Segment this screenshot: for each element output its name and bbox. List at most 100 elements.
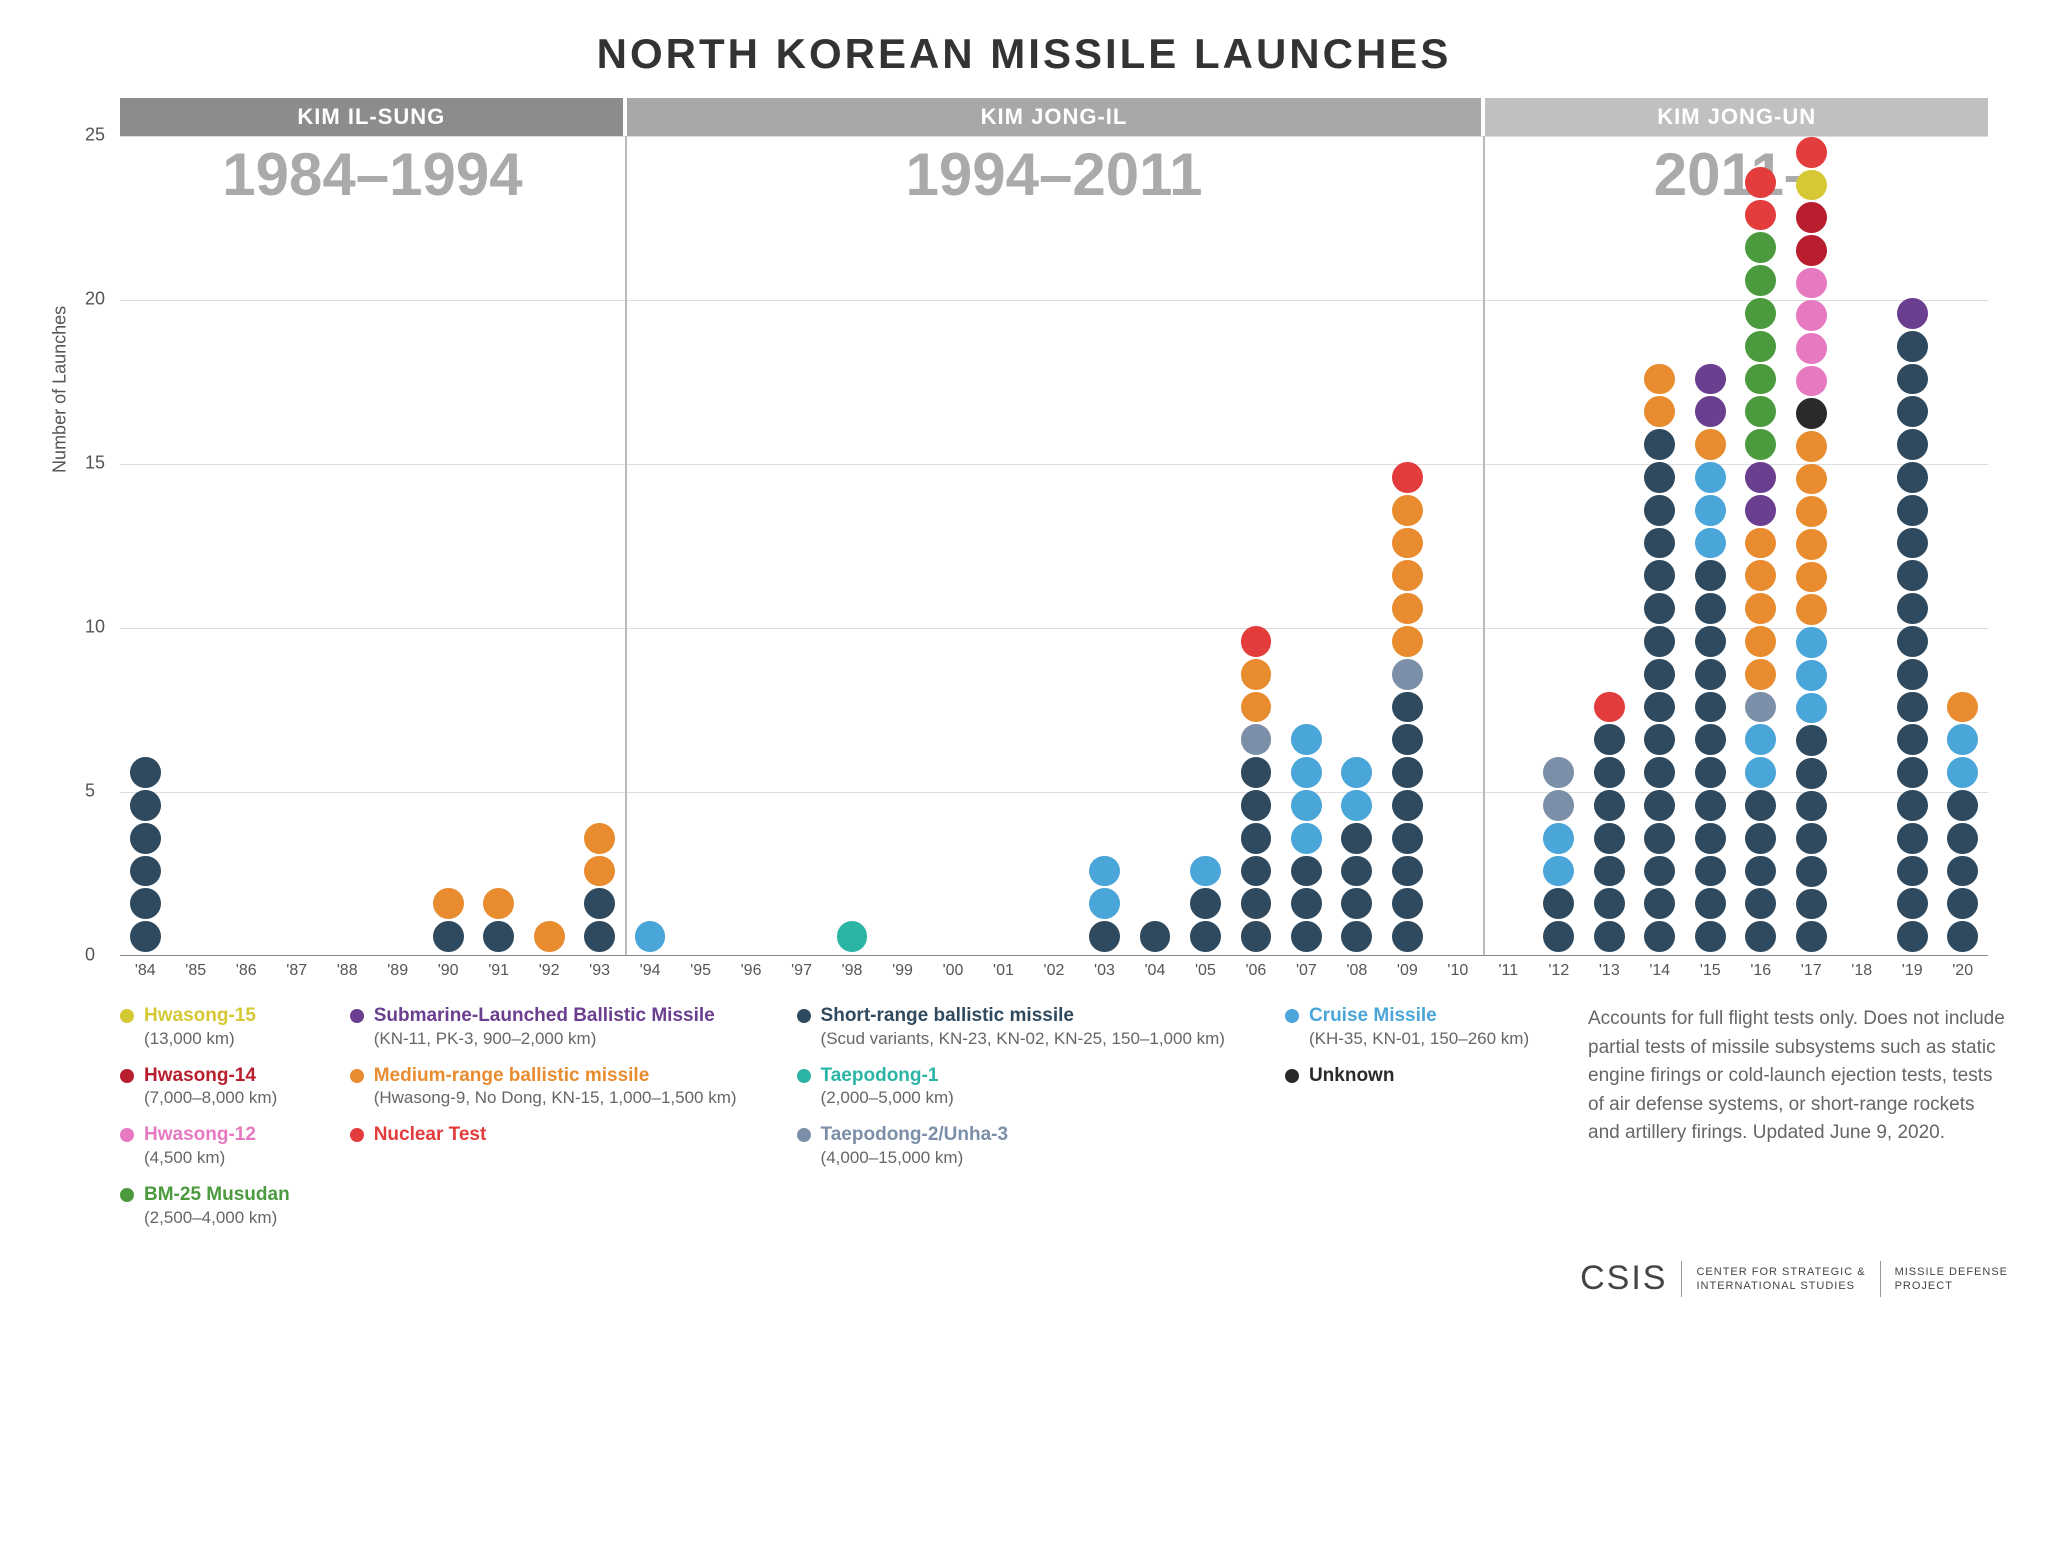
dot-mrbm xyxy=(1644,364,1675,395)
legend-column: Cruise Missile(KH-35, KN-01, 150–260 km)… xyxy=(1285,1005,1529,1229)
org-logo: CSIS xyxy=(1580,1259,1667,1298)
dot-srbm xyxy=(1392,888,1423,919)
dot-mrbm xyxy=(584,823,615,854)
year-column xyxy=(120,136,170,955)
org-full: CENTER FOR STRATEGIC & INTERNATIONAL STU… xyxy=(1696,1265,1865,1294)
dot-taepo2 xyxy=(1392,659,1423,690)
dot-srbm xyxy=(1897,659,1928,690)
year-column xyxy=(473,136,523,955)
dot-srbm xyxy=(1392,724,1423,755)
year-column xyxy=(1584,136,1634,955)
xtick-label: '06 xyxy=(1231,962,1281,980)
legend-item-slbm: Submarine-Launched Ballistic Missile(KN-… xyxy=(350,1005,737,1051)
dot-srbm xyxy=(1392,692,1423,723)
footnote: Accounts for full flight tests only. Doe… xyxy=(1588,1005,2008,1229)
year-column xyxy=(574,136,624,955)
dot-srbm xyxy=(1392,823,1423,854)
dot-srbm xyxy=(1594,888,1625,919)
dot-srbm xyxy=(1897,692,1928,723)
dot-srbm xyxy=(1392,921,1423,952)
chart-area: KIM IL-SUNGKIM JONG-ILKIM JONG-UN 1984–1… xyxy=(120,98,1988,980)
legend-dot xyxy=(797,1009,811,1023)
dot-mrbm xyxy=(1644,396,1675,427)
dot-musudan xyxy=(1745,232,1776,263)
legend-desc: (7,000–8,000 km) xyxy=(144,1088,277,1107)
xtick-label: '09 xyxy=(1382,962,1432,980)
legend: Hwasong-15(13,000 km)Hwasong-14(7,000–8,… xyxy=(120,1005,1558,1229)
year-column xyxy=(322,136,372,955)
xtick-label: '95 xyxy=(675,962,725,980)
xtick-label: '86 xyxy=(221,962,271,980)
legend-desc: (Scud variants, KN-23, KN-02, KN-25, 150… xyxy=(821,1029,1225,1048)
xtick-label: '19 xyxy=(1887,962,1937,980)
xtick-label: '16 xyxy=(1736,962,1786,980)
plot-area: Number of Launches 0510152025 xyxy=(120,136,1988,956)
dot-srbm xyxy=(1241,823,1272,854)
dot-srbm xyxy=(1897,593,1928,624)
legend-dot xyxy=(350,1069,364,1083)
dot-srbm xyxy=(1745,823,1776,854)
dot-srbm xyxy=(1695,626,1726,657)
dot-srbm xyxy=(1644,724,1675,755)
dot-mrbm xyxy=(1796,562,1827,593)
dot-mrbm xyxy=(1392,593,1423,624)
xtick-label: '04 xyxy=(1130,962,1180,980)
dot-taepo2 xyxy=(1543,790,1574,821)
dot-srbm xyxy=(1644,528,1675,559)
dot-mrbm xyxy=(1392,528,1423,559)
year-column xyxy=(1534,136,1584,955)
dot-srbm xyxy=(1947,823,1978,854)
dot-srbm xyxy=(1796,725,1827,756)
dot-srbm xyxy=(1291,856,1322,887)
dot-srbm xyxy=(1947,790,1978,821)
dot-cruise xyxy=(1695,462,1726,493)
xtick-label: '08 xyxy=(1332,962,1382,980)
legend-name: BM-25 Musudan xyxy=(144,1184,290,1207)
dot-mrbm xyxy=(1745,560,1776,591)
dot-srbm xyxy=(130,790,161,821)
year-column xyxy=(675,136,725,955)
leader-segment: KIM IL-SUNG xyxy=(120,98,623,136)
ytick-label: 20 xyxy=(85,289,105,310)
legend-text: Submarine-Launched Ballistic Missile(KN-… xyxy=(374,1005,715,1051)
legend-dot xyxy=(120,1188,134,1202)
legend-name: Unknown xyxy=(1309,1065,1395,1088)
dot-mrbm xyxy=(1745,528,1776,559)
xtick-label: '88 xyxy=(322,962,372,980)
dot-srbm xyxy=(1241,856,1272,887)
year-column xyxy=(1887,136,1937,955)
dot-srbm xyxy=(130,757,161,788)
year-column xyxy=(1180,136,1230,955)
dot-mrbm xyxy=(1241,692,1272,723)
divider xyxy=(1880,1261,1881,1297)
year-column xyxy=(1332,136,1382,955)
dot-mrbm xyxy=(1796,594,1827,625)
dot-mrbm xyxy=(483,888,514,919)
dot-srbm xyxy=(1947,888,1978,919)
year-column xyxy=(1483,136,1533,955)
legend-column: Short-range ballistic missile(Scud varia… xyxy=(797,1005,1225,1229)
dot-mrbm xyxy=(1796,529,1827,560)
dot-srbm xyxy=(1644,429,1675,460)
dot-srbm xyxy=(130,823,161,854)
dot-srbm xyxy=(1392,790,1423,821)
legend-name: Nuclear Test xyxy=(374,1124,487,1147)
dot-srbm xyxy=(1543,888,1574,919)
xtick-label: '10 xyxy=(1433,962,1483,980)
dot-cruise xyxy=(1695,495,1726,526)
legend-text: Hwasong-12(4,500 km) xyxy=(144,1124,256,1170)
dot-srbm xyxy=(1695,823,1726,854)
dot-srbm xyxy=(1745,790,1776,821)
dot-srbm xyxy=(1392,757,1423,788)
dot-srbm xyxy=(1695,593,1726,624)
dot-mrbm xyxy=(1947,692,1978,723)
dot-srbm xyxy=(1695,921,1726,952)
dot-mrbm xyxy=(1745,626,1776,657)
legend-item-unknown: Unknown xyxy=(1285,1065,1529,1088)
legend-dot xyxy=(120,1069,134,1083)
dot-srbm xyxy=(1291,888,1322,919)
dot-mrbm xyxy=(433,888,464,919)
dot-srbm xyxy=(1695,659,1726,690)
legend-item-hwasong15: Hwasong-15(13,000 km) xyxy=(120,1005,290,1051)
dot-srbm xyxy=(1897,724,1928,755)
